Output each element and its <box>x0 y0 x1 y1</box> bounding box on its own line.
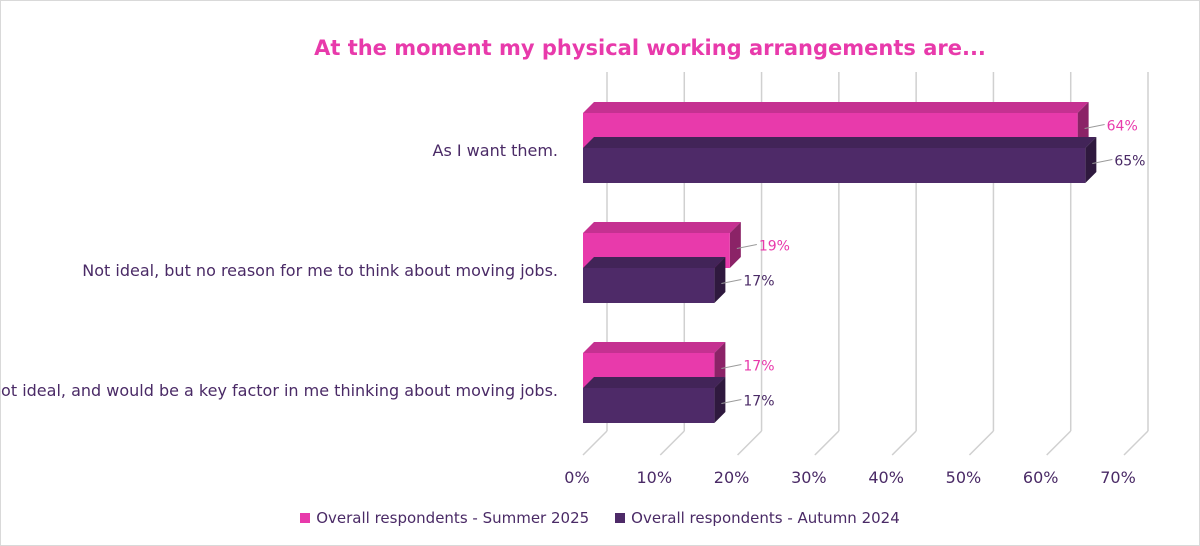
x-tick-label: 0% <box>564 468 589 487</box>
legend-label: Overall respondents - Autumn 2024 <box>631 509 900 527</box>
x-tick-label: 20% <box>714 468 750 487</box>
bar <box>583 388 715 423</box>
gridline <box>582 430 608 456</box>
bar-side <box>1077 102 1089 148</box>
leader-line <box>1084 124 1105 129</box>
bar-top <box>583 257 726 268</box>
legend: Overall respondents - Summer 2025 Overal… <box>0 509 1200 527</box>
leader-line <box>736 244 757 249</box>
category-label: As I want them. <box>433 141 559 160</box>
bar-side <box>714 342 726 388</box>
legend-swatch <box>300 513 311 523</box>
legend-label: Overall respondents - Summer 2025 <box>316 509 590 527</box>
x-tick-label: 10% <box>637 468 673 487</box>
bar-top <box>583 342 726 353</box>
x-tick-label: 30% <box>791 468 827 487</box>
gridline <box>1046 430 1072 456</box>
gridline <box>737 430 763 456</box>
bar-top <box>583 102 1089 113</box>
gridline <box>659 430 685 456</box>
leader-line <box>721 364 742 369</box>
data-label: 64% <box>1107 119 1138 135</box>
x-tick-label: 50% <box>946 468 982 487</box>
bar-top <box>583 377 726 388</box>
x-tick-label: 70% <box>1100 468 1136 487</box>
legend-item-series-0: Overall respondents - Summer 2025 <box>300 509 589 527</box>
bar <box>583 268 715 303</box>
leader-line <box>721 399 742 404</box>
bar-top <box>583 137 1097 148</box>
bar-top <box>583 222 741 233</box>
data-label: 17% <box>743 394 774 410</box>
gridline <box>814 430 840 456</box>
bar-side <box>714 377 726 423</box>
legend-swatch <box>615 513 626 523</box>
data-label: 19% <box>759 239 790 255</box>
chart-title: At the moment my physical working arrang… <box>314 36 986 60</box>
category-label: Not ideal, but no reason for me to think… <box>82 261 558 280</box>
bar-side <box>729 222 741 268</box>
gridline <box>1123 430 1149 456</box>
data-label: 65% <box>1114 154 1145 170</box>
bar-side <box>714 257 726 303</box>
x-tick-label: 60% <box>1023 468 1059 487</box>
data-label: 17% <box>743 359 774 375</box>
bar <box>583 148 1086 183</box>
gridline <box>968 430 994 456</box>
bar-side <box>1085 137 1097 183</box>
gridline <box>891 430 917 456</box>
category-label: Not ideal, and would be a key factor in … <box>0 381 558 400</box>
data-label: 17% <box>743 274 774 290</box>
x-tick-label: 40% <box>868 468 904 487</box>
legend-item-series-1: Overall respondents - Autumn 2024 <box>615 509 900 527</box>
leader-line <box>721 279 742 284</box>
leader-line <box>1092 159 1113 164</box>
